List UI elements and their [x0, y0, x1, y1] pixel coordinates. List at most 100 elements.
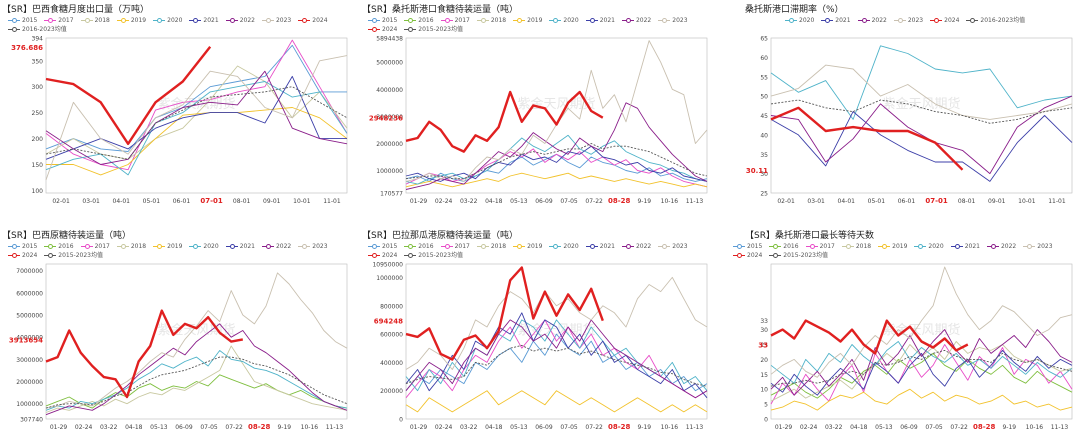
- legend-label: 2015-2023均值: [58, 252, 103, 259]
- legend-item[interactable]: 2023: [658, 16, 688, 25]
- legend-item[interactable]: 2017: [805, 242, 835, 251]
- legend-item[interactable]: 2022: [857, 16, 887, 25]
- legend-item[interactable]: 2020: [549, 242, 579, 251]
- legend-item[interactable]: 2016: [404, 16, 434, 25]
- series-line-2020: [770, 45, 1073, 120]
- x-tick-label: 04-18: [485, 198, 503, 205]
- legend-item[interactable]: 2022: [261, 242, 292, 251]
- legend-item[interactable]: 2020: [189, 242, 219, 251]
- chart-legend: 2015 2017 2018 2019 2020 2021 2022 2023 2024 2016…: [8, 16, 348, 34]
- chart-3-svg: 7000000 6000000 5000000 4000000 3000000 20000…: [9, 263, 348, 431]
- legend-item[interactable]: 2022: [986, 242, 1016, 251]
- x-tick-label: 07-01: [925, 197, 948, 205]
- legend-item[interactable]: 2015: [368, 16, 397, 25]
- legend-item[interactable]: 2024: [368, 25, 397, 34]
- x-tick-label: 02-01: [52, 198, 70, 205]
- legend-swatch: [8, 18, 20, 23]
- legend-item[interactable]: 2015-2023均值: [44, 251, 103, 260]
- legend-label: 2022: [635, 17, 652, 24]
- legend-item[interactable]: 2020: [153, 16, 182, 25]
- legend-item[interactable]: 2019: [878, 242, 907, 251]
- legend-item[interactable]: 2018: [841, 242, 871, 251]
- chart-panel-brazil-monthly-export: 394 350 300 250 200 150 100 02-01 03-01 04-01 05-0…: [0, 0, 355, 215]
- legend-item[interactable]: 2015: [368, 242, 397, 251]
- legend-item[interactable]: 2018: [116, 242, 146, 251]
- legend-item[interactable]: 2023: [298, 242, 328, 251]
- legend-swatch: [476, 18, 489, 23]
- legend-swatch: [116, 18, 129, 23]
- legend-label: 2015: [382, 17, 398, 24]
- series-line-2020: [45, 81, 348, 176]
- y-tick-label: 350: [32, 58, 44, 65]
- legend-item[interactable]: 2018: [476, 242, 506, 251]
- legend-item[interactable]: 2015: [8, 16, 37, 25]
- legend-item[interactable]: 2024: [368, 251, 397, 260]
- legend-item[interactable]: 2021: [225, 242, 255, 251]
- legend-item[interactable]: 2024: [733, 251, 762, 260]
- legend-label: 2022: [275, 243, 292, 250]
- x-tick-label: 01-29: [50, 424, 68, 431]
- legend-label: 2019: [130, 17, 147, 24]
- chart-legend: 2015 2016 2017 2018 2019 2020 2021 2022 2023 2024…: [8, 242, 348, 260]
- series-line-2019: [405, 172, 708, 188]
- x-tick-label: 9-19: [637, 198, 651, 205]
- legend-item[interactable]: 2022: [621, 16, 652, 25]
- y-tick-label: 15: [760, 372, 768, 379]
- legend-item[interactable]: 2018: [476, 16, 506, 25]
- chart-title: 【SR】巴西原糖待装运量（吨）: [2, 231, 131, 241]
- legend-label: 2015-2023均值: [783, 252, 828, 259]
- legend-item[interactable]: 2020: [914, 242, 944, 251]
- legend-swatch: [893, 18, 906, 23]
- x-tick-label: 07-22: [585, 198, 603, 205]
- legend-item[interactable]: 2020: [785, 16, 814, 25]
- legend-item[interactable]: 2023: [893, 16, 923, 25]
- legend-item[interactable]: 2020: [549, 16, 579, 25]
- legend-item[interactable]: 2017: [440, 242, 470, 251]
- legend-item[interactable]: 2021: [821, 16, 851, 25]
- chart-2-svg: 65 60 55 50 45 40 35 30 25 02-01 03-01 04-01 05-01 06…: [746, 36, 1073, 205]
- legend-item[interactable]: 2016: [769, 242, 799, 251]
- x-tick-label: 11-13: [326, 424, 344, 431]
- legend-item[interactable]: 2023: [261, 16, 291, 25]
- legend-swatch: [785, 18, 797, 23]
- chart-panel-santos-max-wait-days: 33 30 25 20 15 10 5 0 01-29 02-24 03-22 04-18 05-13 0…: [725, 226, 1080, 441]
- legend-swatch: [368, 18, 380, 23]
- x-tick-label: 04-18: [485, 424, 503, 431]
- legend-item[interactable]: 2022: [225, 16, 255, 25]
- legend-item[interactable]: 2016-2023均值: [966, 16, 1025, 25]
- legend-item[interactable]: 2015-2023均值: [769, 251, 828, 260]
- legend-item[interactable]: 2016: [404, 242, 434, 251]
- legend-item[interactable]: 2016-2023均值: [8, 25, 67, 34]
- legend-item[interactable]: 2024: [298, 16, 328, 25]
- legend-item[interactable]: 2015: [8, 242, 37, 251]
- legend-item[interactable]: 2021: [189, 16, 219, 25]
- legend-item[interactable]: 2023: [1023, 242, 1053, 251]
- x-tick-label: 08-01: [958, 198, 976, 205]
- y-tick-label: 30: [760, 171, 768, 178]
- legend-item[interactable]: 2019: [116, 16, 147, 25]
- legend-item[interactable]: 2023: [658, 242, 688, 251]
- legend-swatch: [189, 18, 202, 23]
- legend-item[interactable]: 2022: [621, 242, 651, 251]
- legend-item[interactable]: 2016: [44, 242, 74, 251]
- legend-item[interactable]: 2017: [440, 16, 470, 25]
- legend-item[interactable]: 2017: [44, 16, 74, 25]
- legend-item[interactable]: 2015: [733, 242, 762, 251]
- legend-item[interactable]: 2021: [585, 242, 615, 251]
- legend-item[interactable]: 2018: [80, 16, 110, 25]
- legend-item[interactable]: 2019: [513, 16, 542, 25]
- legend-item[interactable]: 2021: [950, 242, 980, 251]
- legend-item[interactable]: 2021: [585, 16, 615, 25]
- legend-item[interactable]: 2024: [930, 16, 959, 25]
- y-tick-label: 250: [32, 110, 44, 117]
- legend-item[interactable]: 2024: [8, 251, 37, 260]
- legend-item[interactable]: 2015-2023均值: [404, 25, 463, 34]
- legend-label: 2020: [799, 17, 815, 24]
- legend-item[interactable]: 2019: [153, 242, 182, 251]
- legend-item[interactable]: 2017: [80, 242, 110, 251]
- legend-item[interactable]: 2019: [513, 242, 542, 251]
- y-tick-label: 800000: [380, 303, 403, 310]
- legend-label: 2019: [167, 243, 183, 250]
- legend-label: 2021: [203, 17, 219, 24]
- legend-item[interactable]: 2015-2023均值: [404, 251, 463, 260]
